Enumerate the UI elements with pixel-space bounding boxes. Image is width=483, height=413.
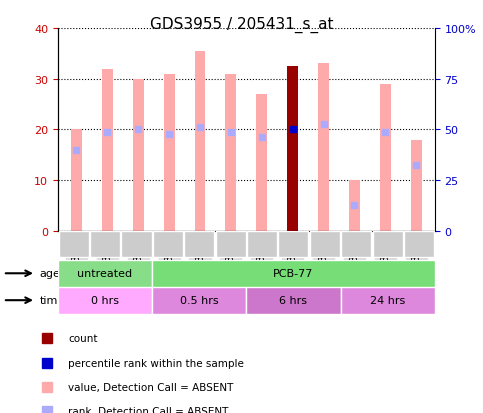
Text: PCB-77: PCB-77 <box>273 268 313 279</box>
Bar <box>71 130 82 231</box>
Text: time: time <box>40 295 65 306</box>
Text: value, Detection Call = ABSENT: value, Detection Call = ABSENT <box>69 382 234 392</box>
FancyBboxPatch shape <box>153 232 183 258</box>
FancyBboxPatch shape <box>278 232 309 258</box>
Bar <box>287 67 298 231</box>
Bar <box>195 52 205 231</box>
Bar <box>164 74 174 231</box>
FancyBboxPatch shape <box>58 287 152 314</box>
Bar <box>291 67 294 231</box>
Bar <box>226 74 236 231</box>
FancyBboxPatch shape <box>152 287 246 314</box>
Text: percentile rank within the sample: percentile rank within the sample <box>69 358 244 368</box>
Bar <box>133 79 143 231</box>
Text: 0 hrs: 0 hrs <box>91 295 119 306</box>
FancyBboxPatch shape <box>310 232 340 258</box>
FancyBboxPatch shape <box>90 232 120 258</box>
Text: agent: agent <box>40 268 72 279</box>
Text: GDS3955 / 205431_s_at: GDS3955 / 205431_s_at <box>150 17 333 33</box>
FancyBboxPatch shape <box>246 287 341 314</box>
Text: untreated: untreated <box>77 268 133 279</box>
FancyBboxPatch shape <box>404 232 434 258</box>
Bar <box>349 181 360 231</box>
Bar <box>256 95 267 231</box>
Bar <box>318 64 329 231</box>
Text: count: count <box>69 334 98 344</box>
Text: 24 hrs: 24 hrs <box>370 295 405 306</box>
Text: 0.5 hrs: 0.5 hrs <box>180 295 218 306</box>
Bar <box>411 140 422 231</box>
FancyBboxPatch shape <box>184 232 214 258</box>
Bar <box>102 69 113 231</box>
FancyBboxPatch shape <box>247 232 277 258</box>
FancyBboxPatch shape <box>152 260 435 287</box>
Text: 6 hrs: 6 hrs <box>280 295 307 306</box>
FancyBboxPatch shape <box>341 232 371 258</box>
FancyBboxPatch shape <box>215 232 246 258</box>
FancyBboxPatch shape <box>58 260 152 287</box>
Text: rank, Detection Call = ABSENT: rank, Detection Call = ABSENT <box>69 406 229 413</box>
FancyBboxPatch shape <box>121 232 152 258</box>
FancyBboxPatch shape <box>341 287 435 314</box>
FancyBboxPatch shape <box>372 232 403 258</box>
FancyBboxPatch shape <box>58 232 89 258</box>
Bar <box>380 85 391 231</box>
